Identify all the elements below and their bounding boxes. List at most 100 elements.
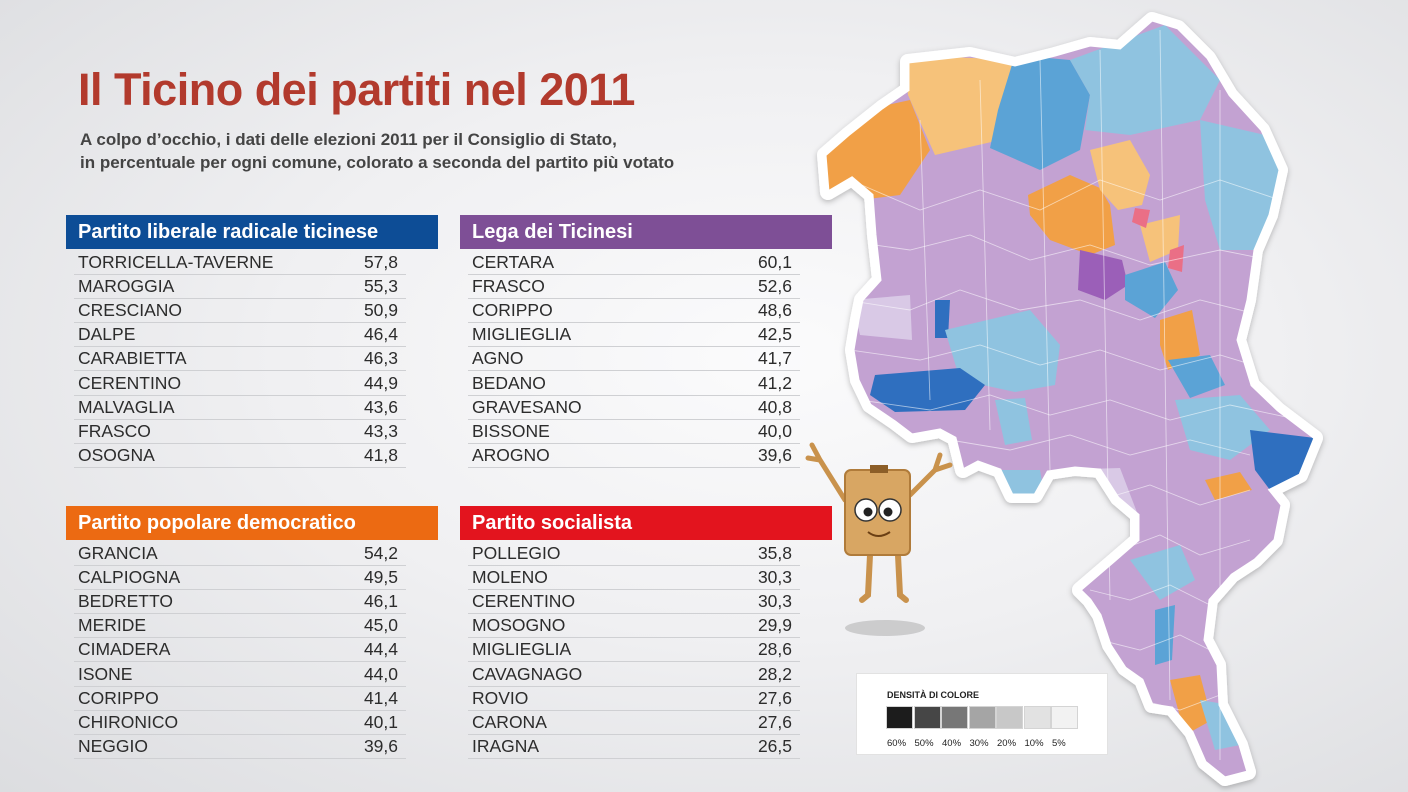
table-row: FRASCO 43,3 [74, 420, 406, 444]
party-header: Partito popolare democratico [66, 506, 438, 540]
comune-name: AROGNO [472, 444, 550, 465]
comune-name: MERIDE [78, 615, 147, 636]
table-row: CALPIOGNA 49,5 [74, 566, 406, 591]
percentage-value: 44,4 [363, 639, 398, 660]
comune-name: CIMADERA [78, 639, 171, 660]
legend-label: 30% [969, 738, 989, 749]
table-row: CIMADERA 44,4 [74, 638, 406, 663]
table-row: CARONA 27,6 [468, 711, 800, 735]
percentage-value: 41,7 [757, 348, 792, 369]
map-region [935, 300, 950, 338]
table-row: ISONE 44,0 [74, 662, 406, 687]
table-row: IRAGNA 26,5 [468, 735, 800, 759]
legend-label: 5% [1052, 738, 1066, 749]
map-region [1125, 262, 1178, 318]
comune-name: MAROGGIA [78, 276, 175, 297]
percentage-value: 46,3 [363, 348, 398, 369]
party-rows: GRANCIA 54,2 CALPIOGNA 49,5 BEDRETTO 46,1 MERI… [66, 540, 438, 759]
comune-name: IRAGNA [472, 735, 540, 756]
percentage-value: 44,9 [363, 372, 398, 393]
party-header: Partito socialista [460, 506, 832, 540]
comune-name: BEDANO [472, 372, 546, 393]
map-region [1160, 310, 1200, 370]
table-row: MOLENO 30,3 [468, 566, 800, 591]
legend-swatch [1051, 706, 1078, 729]
percentage-value: 44,0 [363, 663, 398, 684]
map-region [1028, 175, 1115, 255]
table-row: CORIPPO 41,4 [74, 687, 406, 711]
table-row: MIGLIEGLIA 28,6 [468, 638, 800, 663]
comune-name: MOLENO [472, 567, 548, 588]
percentage-value: 42,5 [757, 324, 792, 345]
table-row: MOSOGNO 29,9 [468, 614, 800, 639]
party-table-plr: Partito liberale radicale ticinese TORRI… [66, 215, 438, 468]
map-region [990, 55, 1090, 170]
legend-label: 40% [942, 738, 962, 749]
table-row: AGNO 41,7 [468, 347, 800, 372]
comune-name: FRASCO [472, 276, 545, 297]
percentage-value: 46,4 [363, 324, 398, 345]
comune-name: CAVAGNAGO [472, 663, 583, 684]
map-region [870, 368, 985, 412]
subtitle-line-1: A colpo d’occhio, i dati delle elezioni … [80, 130, 617, 149]
comune-name: NEGGIO [78, 735, 149, 756]
legend-swatch [886, 706, 913, 729]
party-table-ps: Partito socialista POLLEGIO 35,8 MOLENO 30,… [460, 506, 832, 759]
map-region [1078, 250, 1128, 300]
page-subtitle: A colpo d’occhio, i dati delle elezioni … [80, 128, 800, 174]
percentage-value: 55,3 [363, 276, 398, 297]
table-row: MERIDE 45,0 [74, 614, 406, 639]
table-row: CERENTINO 44,9 [74, 371, 406, 396]
table-row: GRAVESANO 40,8 [468, 396, 800, 420]
comune-name: CRESCIANO [78, 300, 183, 321]
table-row: FRASCO 52,6 [468, 275, 800, 300]
table-row: POLLEGIO 35,8 [468, 542, 800, 567]
percentage-value: 30,3 [757, 591, 792, 612]
table-row: CHIRONICO 40,1 [74, 711, 406, 735]
table-row: DALPE 46,4 [74, 323, 406, 348]
table-row: CAVAGNAGO 28,2 [468, 662, 800, 687]
map-region [995, 398, 1032, 445]
comune-name: OSOGNA [78, 444, 155, 465]
comune-name: CERTARA [472, 252, 555, 273]
percentage-value: 35,8 [757, 543, 792, 564]
map-region [1070, 25, 1220, 135]
comune-name: BEDRETTO [78, 591, 173, 612]
table-row: CORIPPO 48,6 [468, 299, 800, 324]
comune-name: GRAVESANO [472, 396, 582, 417]
comune-name: GRANCIA [78, 543, 158, 564]
page-title: Il Ticino dei partiti nel 2011 [78, 64, 635, 115]
table-row: ROVIO 27,6 [468, 687, 800, 711]
comune-name: MIGLIEGLIA [472, 324, 572, 345]
table-row: BEDRETTO 46,1 [74, 590, 406, 615]
table-row: CARABIETTA 46,3 [74, 347, 406, 372]
map-region [1168, 355, 1225, 398]
table-row: GRANCIA 54,2 [74, 542, 406, 567]
comune-name: FRASCO [78, 420, 151, 441]
percentage-value: 30,3 [757, 567, 792, 588]
percentage-value: 26,5 [757, 735, 792, 756]
table-row: MAROGGIA 55,3 [74, 275, 406, 300]
comune-name: CERENTINO [78, 372, 182, 393]
percentage-value: 54,2 [363, 543, 398, 564]
comune-name: MIGLIEGLIA [472, 639, 572, 660]
comune-name: MALVAGLIA [78, 396, 175, 417]
legend-label: 60% [887, 738, 907, 749]
legend-title: DENSITÀ DI COLORE [887, 690, 980, 700]
percentage-value: 27,6 [757, 711, 792, 732]
party-table-ppd: Partito popolare democratico GRANCIA 54,2… [66, 506, 438, 759]
percentage-value: 45,0 [363, 615, 398, 636]
comune-name: POLLEGIO [472, 543, 561, 564]
legend-label: 10% [1024, 738, 1044, 749]
percentage-value: 41,4 [363, 687, 398, 708]
percentage-value: 48,6 [757, 300, 792, 321]
percentage-value: 49,5 [363, 567, 398, 588]
map-region [1130, 545, 1195, 600]
percentage-value: 28,2 [757, 663, 792, 684]
comune-name: CERENTINO [472, 591, 576, 612]
map-region [1168, 245, 1184, 272]
legend-label: 50% [914, 738, 934, 749]
party-table-lega: Lega dei Ticinesi CERTARA 60,1 FRASCO 52,6 C… [460, 215, 832, 468]
table-row: NEGGIO 39,6 [74, 735, 406, 759]
color-density-legend: DENSITÀ DI COLORE 60% 50% 40% 30% 20% 10% 5% [856, 673, 1108, 755]
